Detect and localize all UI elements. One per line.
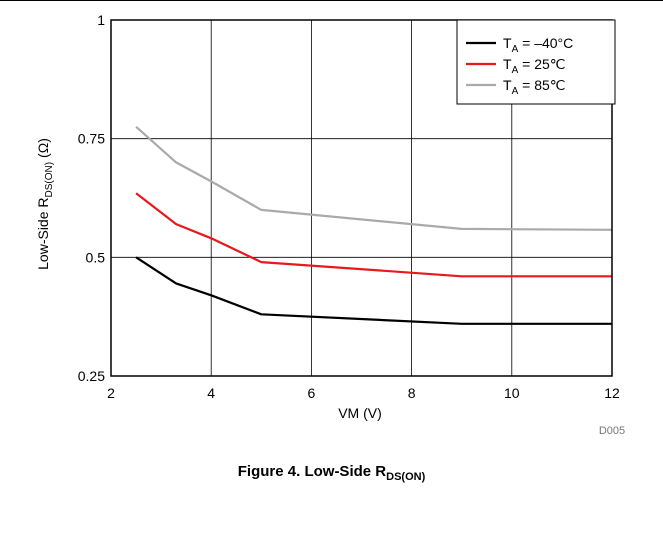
legend-label-1: TA = –40°C: [503, 35, 573, 55]
chart: 2 4 6 8 10 12 0.250.50.751 VM (V) Low-Side RD…: [35, 12, 625, 437]
plot-frame: [110, 19, 613, 377]
x-tick-label: 4: [207, 385, 215, 401]
series-line-1: [135, 256, 612, 325]
legend-label-rest: = 25℃: [518, 56, 565, 72]
legend-label-main: T: [503, 56, 512, 72]
legend-label-main: T: [503, 35, 512, 51]
y-tick-labels: 0.25 0.5 0.75 1: [78, 12, 105, 384]
y-axis-title-sub: DS(ON): [44, 162, 55, 198]
x-tick-labels: 2 4 6 8 10 12: [107, 385, 620, 401]
caption-sub: DS(ON): [386, 471, 426, 483]
y-tick-label: 0.75: [78, 131, 105, 147]
legend-label-sub: A: [512, 44, 519, 55]
legend-label-rest: = 85℃: [518, 77, 565, 93]
legend-label-2: TA = 25℃: [503, 56, 565, 76]
legend: TA = –40°CTA = 25℃TA = 85℃: [456, 19, 616, 105]
x-tick-label: 12: [604, 385, 620, 401]
x-tick-label: 8: [408, 385, 416, 401]
y-tick-label: 0.25: [78, 368, 105, 384]
series-lines: [135, 125, 613, 325]
series-line-3: [135, 125, 613, 231]
figure-code: D005: [599, 425, 625, 437]
x-tick-label: 10: [504, 385, 520, 401]
top-rule: [0, 0, 663, 1]
y-axis-title-main: Low-Side R: [35, 197, 51, 269]
y-axis-title: Low-Side RDS(ON) (Ω): [35, 138, 55, 270]
legend-label-main: T: [503, 77, 512, 93]
series-line-2: [135, 192, 612, 278]
caption-main: Figure 4. Low-Side R: [237, 463, 387, 480]
figure-caption: Figure 4. Low-Side RDS(ON): [0, 463, 663, 483]
legend-label-sub: A: [512, 65, 519, 76]
legend-label-rest: = –40°C: [518, 35, 573, 51]
legend-label-3: TA = 85℃: [503, 77, 565, 97]
y-axis-title-unit: (Ω): [35, 138, 51, 158]
y-tick-label: 0.5: [86, 249, 106, 265]
legend-box: [456, 19, 616, 105]
y-tick-label: 1: [97, 12, 105, 28]
legend-label-sub: A: [512, 86, 519, 97]
x-axis-title: VM (V): [338, 405, 382, 421]
x-tick-label: 6: [308, 385, 316, 401]
x-tick-label: 2: [107, 385, 115, 401]
